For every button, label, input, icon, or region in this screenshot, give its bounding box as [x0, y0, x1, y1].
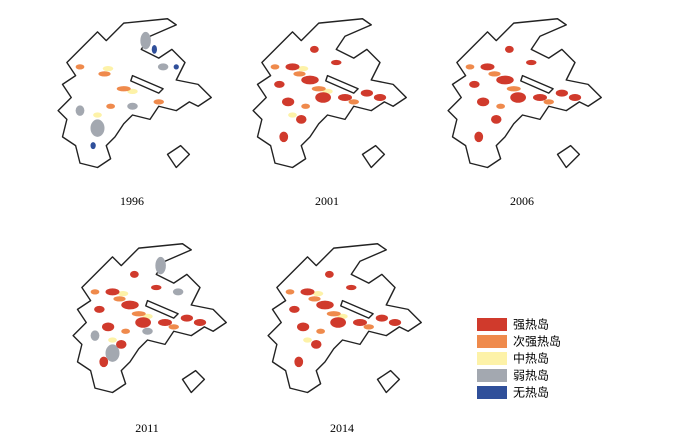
year-label: 1996: [120, 194, 144, 208]
map-2011: 2011: [72, 242, 228, 435]
legend-swatch: [477, 318, 507, 331]
map-2006: 2006: [447, 17, 603, 208]
map-2001: 2001: [252, 17, 408, 208]
legend-swatch: [477, 369, 507, 382]
legend-label: 中热岛: [513, 351, 549, 366]
year-label: 2001: [315, 194, 339, 208]
legend-label: 弱热岛: [513, 368, 549, 383]
legend-swatch: [477, 352, 507, 365]
year-label: 2011: [135, 421, 159, 435]
legend-swatch: [477, 335, 507, 348]
legend-label: 强热岛: [513, 317, 549, 332]
legend-label: 无热岛: [513, 385, 549, 400]
map-1996: 1996: [57, 17, 213, 208]
year-label: 2006: [510, 194, 534, 208]
legend-label: 次强热岛: [513, 334, 561, 349]
year-label: 2014: [330, 421, 354, 435]
legend-swatch: [477, 386, 507, 399]
map-2014: 2014: [267, 242, 423, 435]
